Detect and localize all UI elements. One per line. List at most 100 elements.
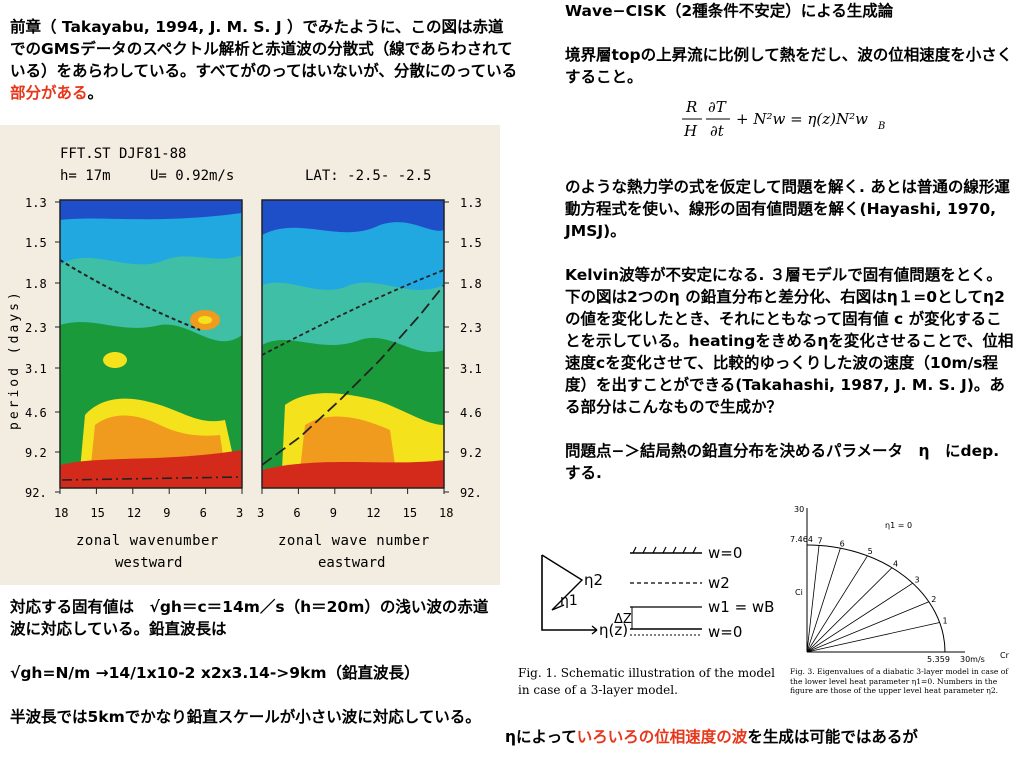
y-tick-left: 9.2 — [25, 446, 47, 460]
fig3-ray — [806, 622, 940, 653]
x-tick-west: 18 — [54, 506, 68, 520]
spectrum-figure: FFT.ST DJF81-88 h= 17m U= 0.92m/s LAT: -… — [0, 125, 500, 585]
y-tick-left: 2.3 — [25, 321, 47, 335]
intro-highlight: 部分がある — [10, 84, 88, 102]
para-problem: 問題点−＞結局熱の鉛直分布を決めるパラメータ η にdep. する. — [565, 442, 1000, 482]
bottom-note: ηによっていろいろの位相速度の波を生成は可能ではあるが — [505, 726, 1010, 748]
fig1-eta2: η2 — [584, 571, 603, 589]
fig3-ytop: 30 — [794, 505, 804, 514]
fig3-ray-label: 2 — [931, 595, 936, 604]
fig1-eta-z: η(z) — [599, 621, 628, 639]
fig3-ci: Ci — [795, 588, 803, 597]
x-label-east-1: zonal wave number — [278, 533, 430, 549]
x-label-east-2: eastward — [318, 555, 385, 571]
para-boundary: 境界層topの上昇流に比例して熱をだし、波の位相速度を小さくすること。 — [565, 46, 1013, 86]
panel-westward — [60, 200, 242, 488]
half-wavelength-line: 半波長では5kmでかなり鉛直スケールが小さい波に対応している。 — [10, 708, 481, 726]
intro-text: 前章（ Takayabu, 1994, J. M. S. J ）でみたように、こ… — [10, 18, 518, 80]
fig1-dz: ΔZ — [614, 612, 632, 627]
fig3-eigenvalues: 1 2 3 4 5 6 7 30 7.464 Ci 5.359 30m/s Cr η1 = … — [785, 500, 1017, 725]
fig3-ray-label: 7 — [817, 536, 822, 545]
x-tick-west: 9 — [163, 506, 170, 520]
fig1-w0-top: w=0 — [708, 544, 742, 562]
fig1-caption: Fig. 1. Schematic illustration of the mo… — [518, 666, 775, 697]
fig3-ray-label: 4 — [893, 560, 898, 569]
panel-eastward — [262, 200, 444, 488]
y-tick-left: 1.8 — [25, 277, 47, 291]
fig1-eta1: η1 — [560, 593, 578, 609]
y-tick-left: 92. — [25, 486, 47, 500]
right-column: Wave−CISK（2種条件不安定）による生成論 境界層topの上昇流に比例して… — [565, 0, 1017, 484]
para-kelvin: Kelvin波等が不安定になる. ３層モデルで固有値問題をとく。下の図は2つのη… — [565, 266, 1014, 416]
fig3-rays: 1 2 3 4 5 6 7 — [806, 536, 948, 653]
fig3-ray — [806, 567, 893, 653]
y-tick-left: 4.6 — [25, 406, 47, 420]
y-tick-right: 4.6 — [460, 406, 482, 420]
header-h: h= 17m — [60, 168, 111, 184]
fig1-w1: w1 = wB — [708, 598, 774, 616]
formula-rest: + N²w = η(z)N²w — [736, 110, 868, 128]
fig3-ymark: 7.464 — [790, 535, 813, 544]
y-tick-right: 2.3 — [460, 321, 482, 335]
y-ticks-right: 1.3 1.5 1.8 2.3 3.1 4.6 9.2 92. — [444, 196, 482, 500]
x-ticks-east: 3 6 9 12 15 18 — [257, 488, 453, 520]
x-tick-east: 15 — [403, 506, 417, 520]
y-tick-left: 1.3 — [25, 196, 47, 210]
wavelength-line: √gh=N/m →14/1x10-2 x2x3.14->9km（鉛直波長） — [10, 664, 420, 682]
fig3-ray-label: 3 — [915, 576, 920, 585]
thermo-formula: R H ∂T ∂t + N²w = η(z)N²w B — [682, 98, 885, 140]
fig3-eta1: η1 = 0 — [885, 521, 912, 530]
fig3-xend: 30m/s — [960, 655, 985, 664]
left-bottom-text: 対応する固有値は √gh＝c＝14m／s（h＝20m）の浅い波の赤道波に対応して… — [10, 596, 500, 728]
y-axis-label: period (days) — [7, 289, 22, 430]
fig1-schematic: η2 η1 η(z) w=0 w2 w1 = wB w=0 ΔZ Fig. 1.… — [512, 525, 777, 720]
fig3-ray-label: 5 — [868, 547, 873, 556]
fig3-caption: Fig. 3. Eigenvalues of a diabatic 3-laye… — [790, 667, 1009, 695]
fig3-ray-label: 6 — [840, 539, 845, 548]
x-tick-west: 6 — [200, 506, 207, 520]
bottom-note-pre: ηによって — [505, 728, 577, 746]
x-tick-west: 15 — [90, 506, 104, 520]
x-tick-east: 3 — [257, 506, 264, 520]
formula-H: H — [683, 122, 698, 140]
y-ticks-left: 1.3 1.5 1.8 2.3 3.1 4.6 9.2 92. — [25, 196, 60, 500]
x-tick-east: 12 — [366, 506, 380, 520]
header-lat: LAT: -2.5- -2.5 — [305, 168, 431, 184]
header-line1: FFT.ST DJF81-88 — [60, 146, 186, 162]
cisk-title: Wave−CISK（2種条件不安定）による生成論 — [565, 2, 894, 20]
bottom-note-highlight: いろいろの位相速度の波 — [576, 728, 748, 746]
formula-R: R — [685, 98, 697, 116]
y-tick-left: 3.1 — [25, 362, 47, 376]
x-tick-east: 9 — [330, 506, 337, 520]
fig3-ray — [806, 582, 913, 653]
formula-sub-B: B — [877, 121, 885, 132]
fig3-ray — [806, 601, 929, 653]
y-tick-right: 9.2 — [460, 446, 482, 460]
y-tick-left: 1.5 — [25, 236, 47, 250]
header-u: U= 0.92m/s — [150, 168, 234, 184]
fig3-ray — [806, 548, 841, 653]
y-tick-right: 1.3 — [460, 196, 482, 210]
bottom-note-post: を生成は可能ではあるが — [747, 728, 918, 746]
formula-dt: ∂t — [710, 122, 725, 140]
eigen-line: 対応する固有値は √gh＝c＝14m／s（h＝20m）の浅い波の赤道波に対応して… — [10, 598, 489, 638]
intro-paragraph: 前章（ Takayabu, 1994, J. M. S. J ）でみたように、こ… — [10, 16, 518, 104]
x-tick-east: 6 — [293, 506, 300, 520]
fig3-ray — [806, 545, 820, 653]
fig3-xmark: 5.359 — [927, 655, 950, 664]
y-tick-right: 1.8 — [460, 277, 482, 291]
formula-dT: ∂T — [708, 98, 727, 116]
x-label-west-1: zonal wavenumber — [76, 533, 219, 549]
y-tick-right: 3.1 — [460, 362, 482, 376]
y-tick-right: 92. — [460, 486, 482, 500]
para-thermo: のような熱力学の式を仮定して問題を解く. あとは普通の線形運動方程式を使い、線形… — [565, 178, 1010, 240]
intro-end: 。 — [87, 84, 104, 102]
fig3-ray-label: 1 — [942, 616, 947, 625]
panel-west-frame — [59, 199, 243, 489]
x-tick-west: 12 — [127, 506, 141, 520]
x-tick-west: 3 — [236, 506, 243, 520]
panel-east-frame — [261, 199, 445, 489]
x-tick-east: 18 — [439, 506, 453, 520]
x-ticks-west: 18 15 12 9 6 3 — [54, 488, 243, 520]
y-tick-right: 1.5 — [460, 236, 482, 250]
